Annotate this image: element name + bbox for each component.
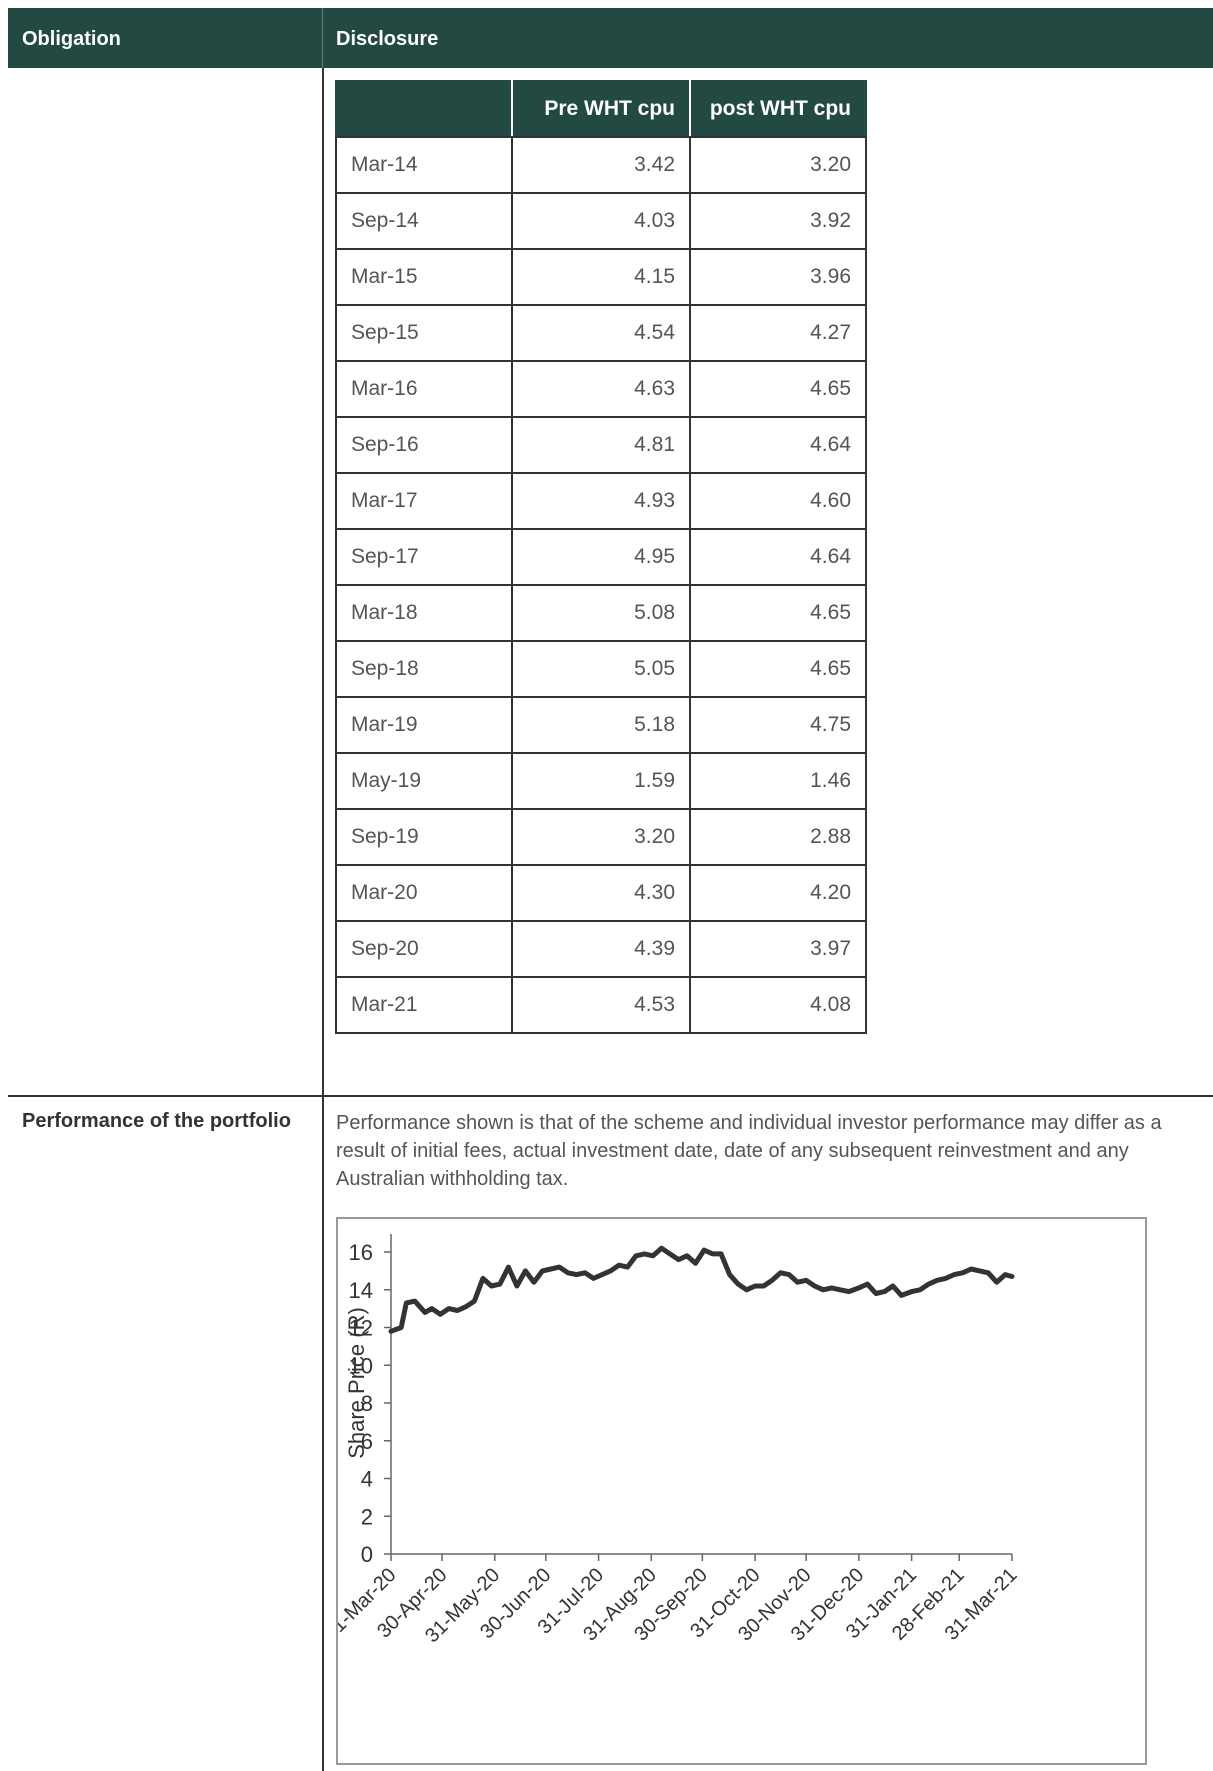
period-cell: Sep-14 <box>335 192 513 250</box>
y-tick-label: 16 <box>349 1240 373 1265</box>
pre-wht-cell: 5.08 <box>511 584 691 642</box>
post-wht-cell: 4.65 <box>689 640 867 698</box>
disclosure-header: Disclosure <box>336 28 439 50</box>
table-row: Sep-15 4.54 4.27 <box>335 304 867 362</box>
pre-wht-cell: 5.18 <box>511 696 691 754</box>
period-cell: Mar-19 <box>335 696 513 754</box>
disclosure-document: Obligation Disclosure Pre WHT cpu post W… <box>8 8 1213 1771</box>
y-tick-label: 2 <box>361 1504 373 1529</box>
table-row: Sep-18 5.05 4.65 <box>335 640 867 698</box>
period-cell: Mar-21 <box>335 976 513 1034</box>
pre-wht-cell: 4.53 <box>511 976 691 1034</box>
y-tick-label: 0 <box>361 1542 373 1567</box>
y-tick-label: 8 <box>361 1391 373 1416</box>
table-row: Mar-15 4.15 3.96 <box>335 248 867 306</box>
table-row: Mar-20 4.30 4.20 <box>335 864 867 922</box>
post-wht-cell: 3.96 <box>689 248 867 306</box>
pre-wht-cell: 4.63 <box>511 360 691 418</box>
distribution-table-header-row: Pre WHT cpu post WHT cpu <box>335 80 867 138</box>
performance-note: Performance shown is that of the scheme … <box>336 1112 1162 1190</box>
y-tick-label: 4 <box>361 1467 373 1492</box>
post-wht-cell: 3.20 <box>689 136 867 194</box>
period-cell: Sep-20 <box>335 920 513 978</box>
y-axis-label: Share Price (R) <box>344 1307 369 1459</box>
period-cell: Sep-19 <box>335 808 513 866</box>
post-wht-column-header: post WHT cpu <box>689 80 867 138</box>
table-row: Sep-19 3.20 2.88 <box>335 808 867 866</box>
share-price-line <box>388 1245 1015 1334</box>
period-cell: Sep-16 <box>335 416 513 474</box>
y-tick-label: 10 <box>349 1353 373 1378</box>
table-row: Mar-21 4.53 4.08 <box>335 976 867 1034</box>
period-cell: Mar-17 <box>335 472 513 530</box>
post-wht-cell: 4.65 <box>689 360 867 418</box>
post-wht-cell: 4.75 <box>689 696 867 754</box>
post-wht-cell: 4.64 <box>689 416 867 474</box>
table-row: Sep-16 4.81 4.64 <box>335 416 867 474</box>
pre-wht-cell: 4.95 <box>511 528 691 586</box>
post-wht-cell: 3.92 <box>689 192 867 250</box>
period-cell: Mar-15 <box>335 248 513 306</box>
pre-wht-cell: 4.39 <box>511 920 691 978</box>
row-divider <box>8 1095 1213 1097</box>
table-row: May-19 1.59 1.46 <box>335 752 867 810</box>
post-wht-cell: 1.46 <box>689 752 867 810</box>
table-row: Mar-18 5.08 4.65 <box>335 584 867 642</box>
obligation-header: Obligation <box>22 28 121 50</box>
period-cell: Sep-15 <box>335 304 513 362</box>
period-cell: Sep-17 <box>335 528 513 586</box>
distribution-table: Pre WHT cpu post WHT cpu Mar-14 3.42 3.20 S… <box>335 80 867 1034</box>
post-wht-cell: 3.97 <box>689 920 867 978</box>
pre-wht-cell: 4.81 <box>511 416 691 474</box>
table-header: Obligation Disclosure <box>8 8 1213 68</box>
y-tick-label: 12 <box>349 1316 373 1341</box>
period-cell: Mar-20 <box>335 864 513 922</box>
post-wht-cell: 4.20 <box>689 864 867 922</box>
table-row: Mar-14 3.42 3.20 <box>335 136 867 194</box>
table-row: Mar-17 4.93 4.60 <box>335 472 867 530</box>
post-wht-cell: 4.27 <box>689 304 867 362</box>
table-row: Sep-14 4.03 3.92 <box>335 192 867 250</box>
period-cell: May-19 <box>335 752 513 810</box>
column-divider <box>322 68 324 1771</box>
pre-wht-cell: 3.42 <box>511 136 691 194</box>
pre-wht-cell: 4.93 <box>511 472 691 530</box>
performance-label: Performance of the portfolio <box>22 1110 291 1132</box>
pre-wht-cell: 4.30 <box>511 864 691 922</box>
period-cell: Mar-18 <box>335 584 513 642</box>
period-cell: Sep-18 <box>335 640 513 698</box>
period-cell: Mar-14 <box>335 136 513 194</box>
y-tick-label: 14 <box>349 1278 373 1303</box>
post-wht-cell: 4.64 <box>689 528 867 586</box>
post-wht-cell: 4.08 <box>689 976 867 1034</box>
post-wht-cell: 4.65 <box>689 584 867 642</box>
y-tick-label: 6 <box>361 1429 373 1454</box>
post-wht-cell: 4.60 <box>689 472 867 530</box>
pre-wht-column-header: Pre WHT cpu <box>511 80 691 138</box>
pre-wht-cell: 4.15 <box>511 248 691 306</box>
period-cell: Mar-16 <box>335 360 513 418</box>
pre-wht-cell: 4.03 <box>511 192 691 250</box>
pre-wht-cell: 3.20 <box>511 808 691 866</box>
pre-wht-cell: 5.05 <box>511 640 691 698</box>
share-price-chart: 0 2 4 6 8 10 12 14 16 Share Price (R) 31-Mar-20 30-… <box>336 1217 1147 1765</box>
period-column-header <box>335 80 513 138</box>
table-row: Mar-19 5.18 4.75 <box>335 696 867 754</box>
table-row: Sep-20 4.39 3.97 <box>335 920 867 978</box>
pre-wht-cell: 4.54 <box>511 304 691 362</box>
table-row: Sep-17 4.95 4.64 <box>335 528 867 586</box>
post-wht-cell: 2.88 <box>689 808 867 866</box>
header-divider <box>322 8 323 68</box>
table-row: Mar-16 4.63 4.65 <box>335 360 867 418</box>
distribution-table-body: Mar-14 3.42 3.20 Sep-14 4.03 3.92 Mar-15 4.15 3.… <box>335 136 867 1034</box>
pre-wht-cell: 1.59 <box>511 752 691 810</box>
